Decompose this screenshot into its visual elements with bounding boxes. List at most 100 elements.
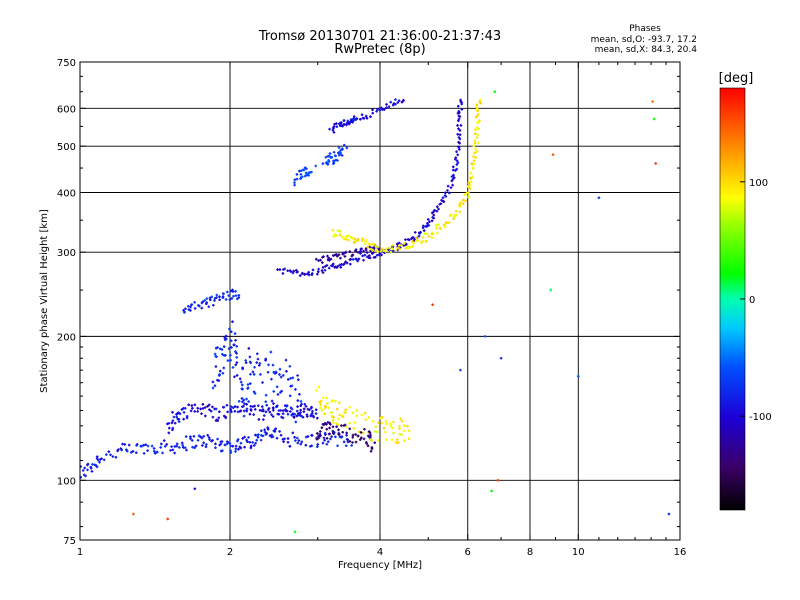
data-point bbox=[314, 257, 318, 261]
data-point bbox=[337, 433, 341, 436]
data-point bbox=[376, 430, 379, 434]
data-point bbox=[229, 339, 233, 343]
data-point bbox=[233, 343, 236, 347]
x-axis-label: Frequency [MHz] bbox=[338, 560, 422, 571]
data-point bbox=[205, 297, 209, 300]
data-point bbox=[294, 439, 297, 442]
data-point bbox=[206, 405, 209, 408]
data-point bbox=[228, 298, 232, 301]
data-point bbox=[200, 306, 204, 310]
data-point bbox=[235, 374, 239, 377]
data-point bbox=[286, 441, 290, 444]
data-point bbox=[423, 232, 427, 235]
data-point bbox=[437, 223, 440, 226]
data-point bbox=[220, 348, 224, 351]
data-point bbox=[321, 266, 325, 269]
data-point bbox=[286, 437, 290, 440]
data-point bbox=[389, 250, 393, 254]
data-point bbox=[397, 99, 401, 102]
data-point bbox=[327, 432, 331, 436]
data-point bbox=[296, 270, 299, 274]
data-point bbox=[323, 412, 327, 416]
colorbar-tick-label: 100 bbox=[749, 178, 768, 189]
data-point bbox=[299, 169, 303, 173]
data-point bbox=[428, 220, 431, 224]
data-point bbox=[320, 269, 324, 272]
data-point bbox=[175, 444, 179, 448]
colorbar: [deg] 100 0 -100 bbox=[719, 71, 772, 511]
data-point bbox=[319, 400, 323, 403]
data-point bbox=[364, 248, 368, 252]
data-point bbox=[266, 428, 270, 431]
data-point bbox=[244, 359, 247, 362]
data-point bbox=[362, 258, 365, 262]
data-point bbox=[131, 450, 135, 453]
data-point bbox=[380, 253, 383, 257]
data-point bbox=[163, 445, 167, 448]
data-point bbox=[430, 231, 434, 235]
data-point bbox=[324, 433, 327, 436]
data-point bbox=[331, 419, 335, 422]
data-point bbox=[280, 415, 283, 419]
data-point bbox=[371, 251, 375, 255]
data-point bbox=[460, 108, 464, 111]
data-point bbox=[267, 407, 271, 410]
data-point bbox=[277, 412, 281, 416]
data-point bbox=[427, 235, 431, 238]
data-point bbox=[365, 116, 369, 120]
data-point bbox=[293, 181, 296, 184]
data-point bbox=[278, 373, 281, 376]
data-point bbox=[231, 406, 235, 410]
data-point bbox=[365, 251, 369, 254]
data-point bbox=[283, 267, 286, 271]
data-point bbox=[442, 200, 446, 203]
data-point bbox=[326, 254, 329, 258]
data-point bbox=[316, 416, 319, 420]
data-point bbox=[217, 416, 221, 420]
data-point bbox=[236, 297, 239, 301]
data-point bbox=[304, 435, 308, 439]
data-point bbox=[127, 443, 131, 447]
data-point bbox=[196, 439, 200, 442]
data-point bbox=[435, 231, 439, 235]
data-point bbox=[290, 384, 294, 388]
data-point bbox=[396, 438, 399, 441]
data-point bbox=[81, 469, 85, 472]
data-point bbox=[205, 443, 208, 446]
data-point bbox=[246, 440, 249, 443]
data-point bbox=[392, 431, 395, 435]
data-point bbox=[279, 433, 283, 437]
data-point bbox=[216, 437, 219, 441]
data-points bbox=[79, 90, 671, 534]
data-point bbox=[214, 365, 218, 368]
data-point bbox=[325, 423, 328, 426]
data-point bbox=[222, 292, 225, 296]
data-point bbox=[265, 432, 269, 435]
data-point bbox=[396, 101, 400, 104]
data-point bbox=[327, 159, 330, 162]
data-point bbox=[377, 253, 381, 257]
data-point bbox=[467, 181, 471, 185]
data-point bbox=[444, 191, 447, 195]
data-point bbox=[211, 415, 215, 419]
data-point bbox=[370, 439, 373, 442]
data-point bbox=[229, 409, 232, 412]
data-point bbox=[451, 165, 455, 169]
data-point bbox=[344, 444, 348, 448]
data-point bbox=[252, 373, 256, 376]
data-point bbox=[339, 266, 343, 269]
data-point bbox=[322, 396, 325, 400]
data-point bbox=[294, 420, 298, 424]
data-point bbox=[404, 243, 408, 247]
data-point bbox=[418, 231, 421, 235]
data-point bbox=[279, 409, 282, 412]
data-point bbox=[337, 122, 341, 125]
data-point bbox=[363, 411, 367, 415]
data-point bbox=[229, 353, 232, 357]
data-point bbox=[221, 371, 225, 375]
data-point bbox=[166, 422, 169, 426]
data-point bbox=[302, 410, 306, 413]
data-point bbox=[374, 425, 378, 429]
data-point bbox=[256, 352, 259, 356]
data-point bbox=[328, 426, 331, 430]
